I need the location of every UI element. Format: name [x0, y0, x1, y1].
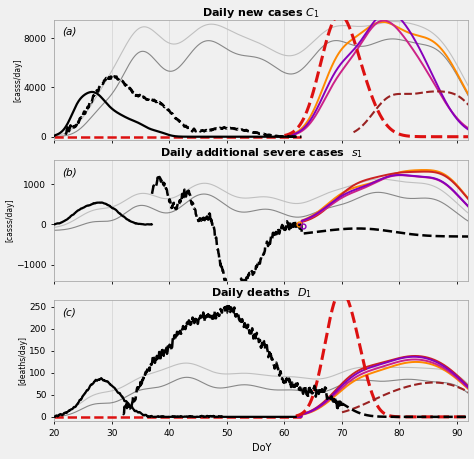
- X-axis label: DoY: DoY: [252, 443, 271, 453]
- Title: Daily additional severe cases  $\mathit{s}_1$: Daily additional severe cases $\mathit{s…: [160, 146, 363, 160]
- Title: Daily deaths  $\mathit{D}_1$: Daily deaths $\mathit{D}_1$: [211, 286, 312, 300]
- Title: Daily new cases $\mathit{C}_1$: Daily new cases $\mathit{C}_1$: [202, 6, 320, 20]
- Text: (b): (b): [63, 167, 77, 177]
- Y-axis label: [deaths/day]: [deaths/day]: [19, 336, 28, 385]
- Y-axis label: [casss/day]: [casss/day]: [6, 199, 15, 242]
- Text: (c): (c): [63, 308, 76, 318]
- Text: (a): (a): [63, 27, 77, 37]
- Y-axis label: [casss/day]: [casss/day]: [13, 58, 22, 102]
